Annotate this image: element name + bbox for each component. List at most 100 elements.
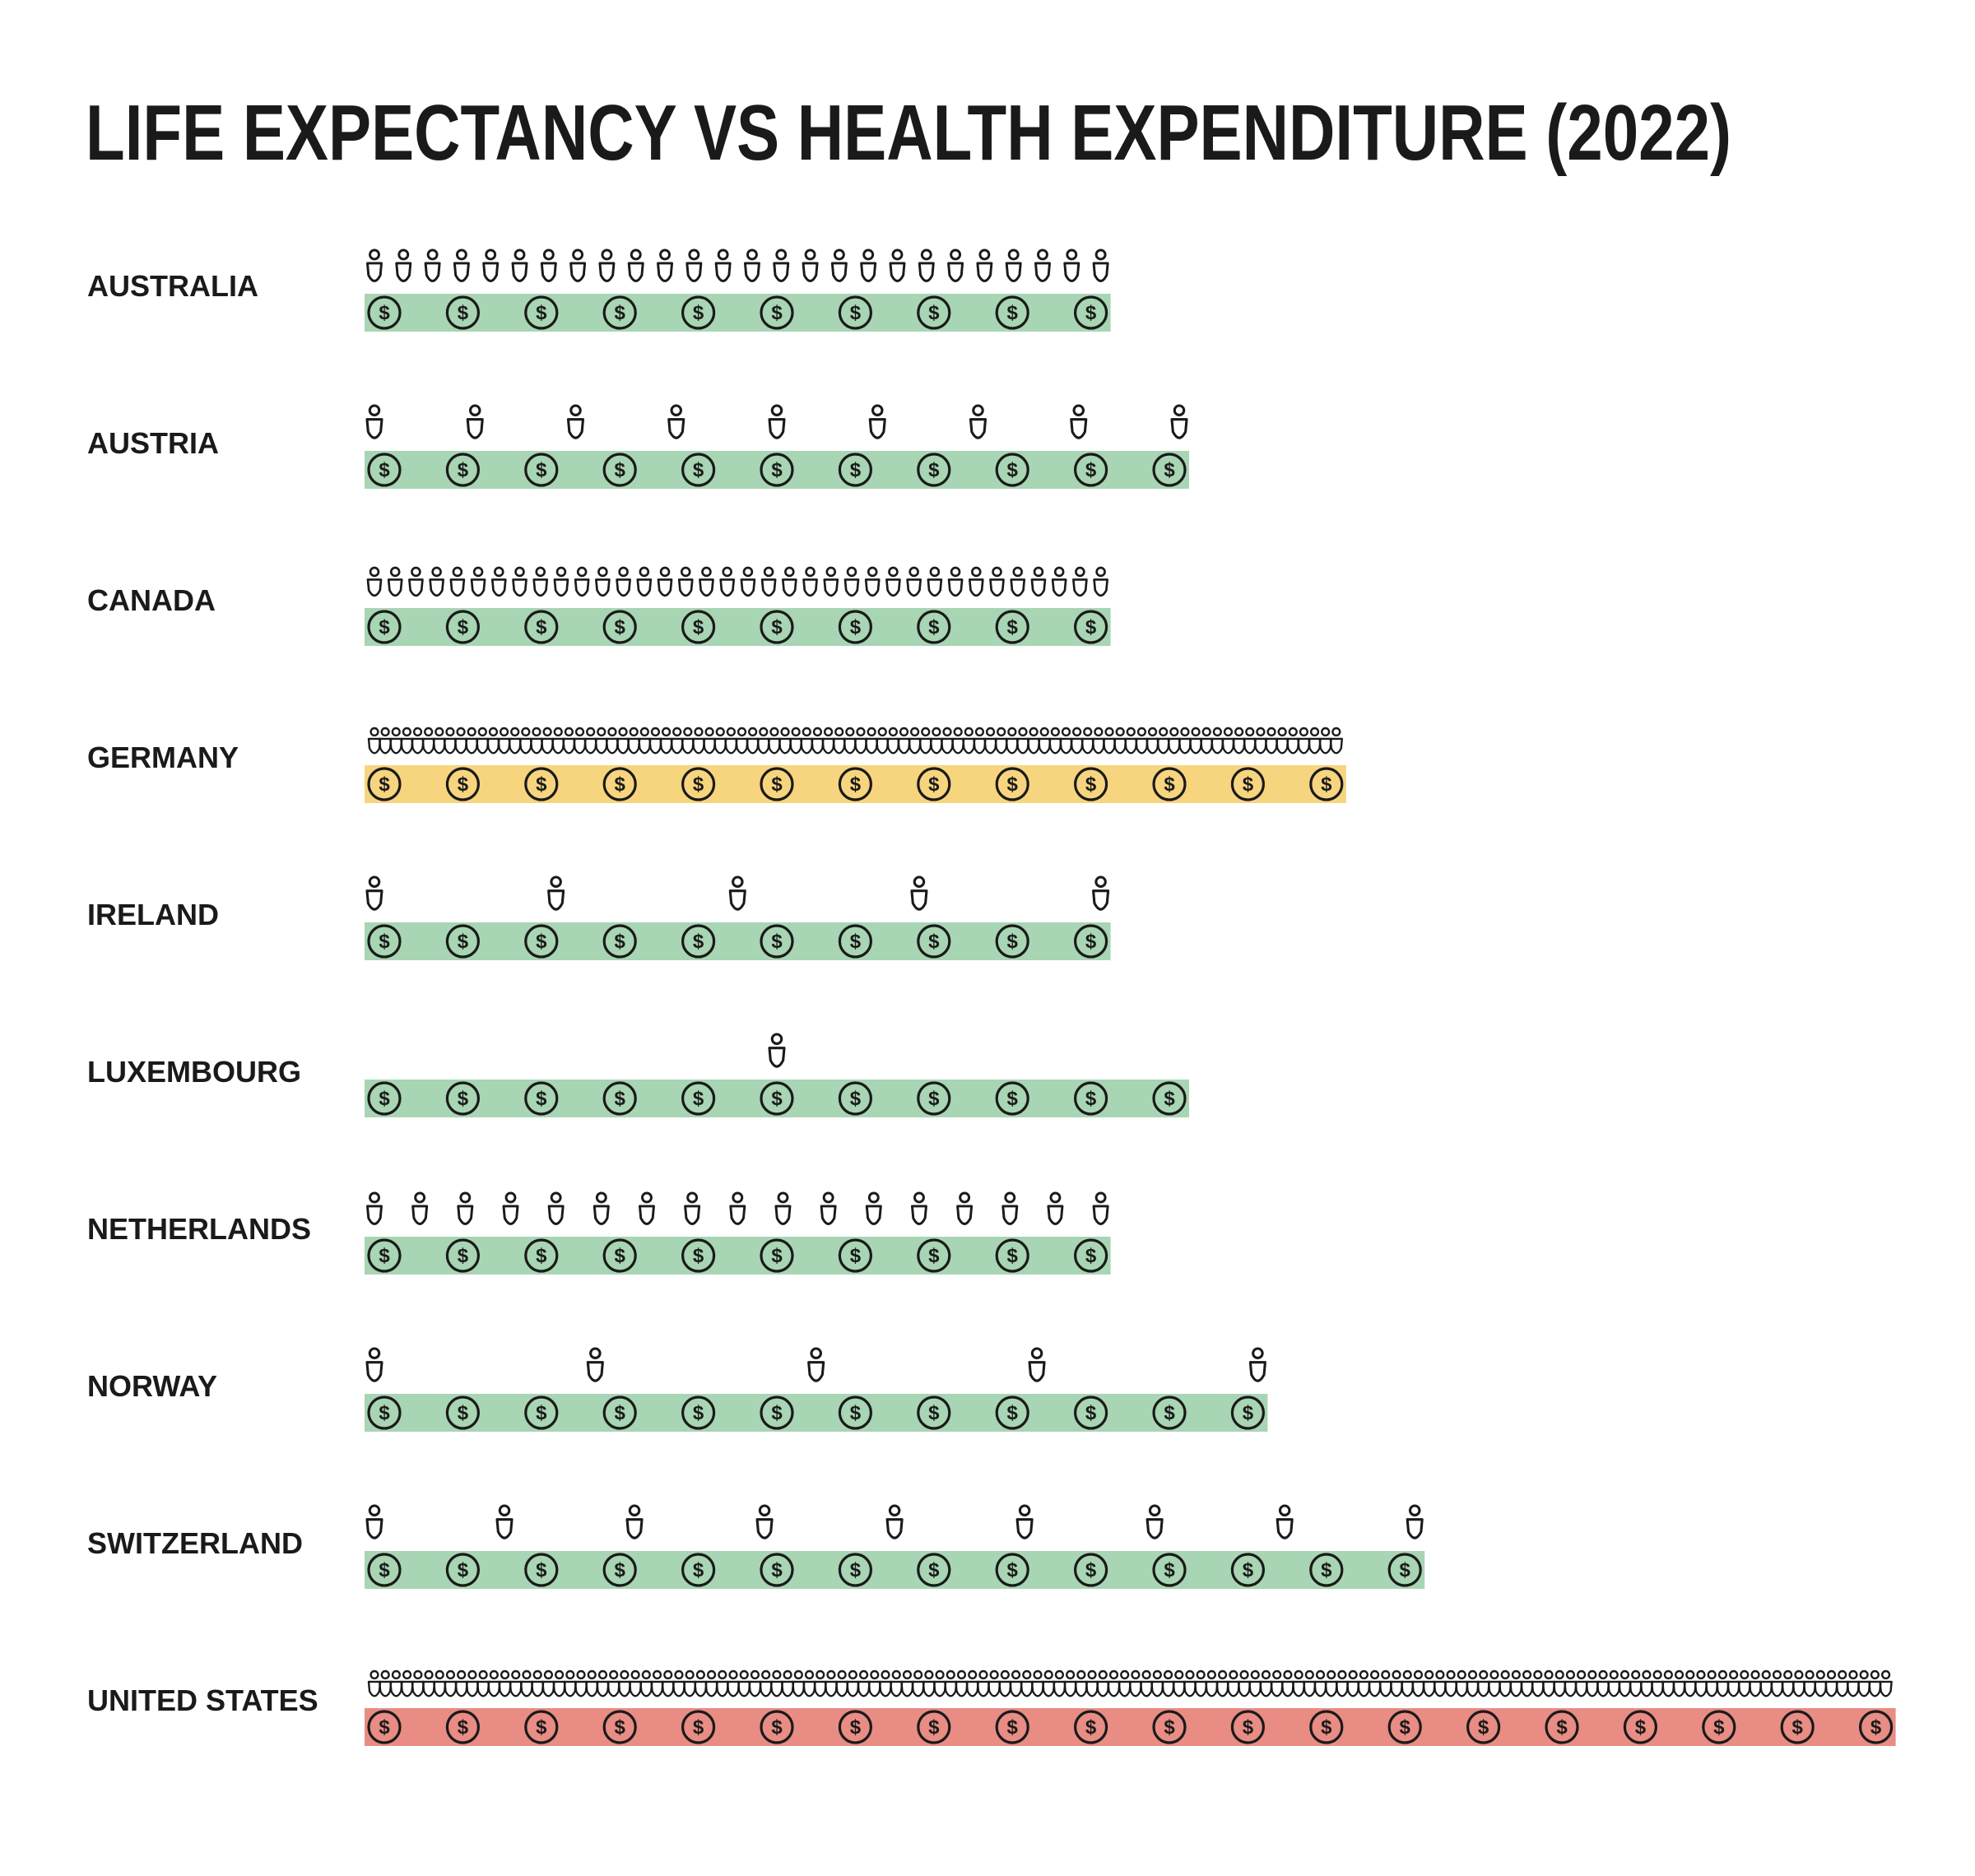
person-icon: [860, 248, 877, 282]
svg-text:$: $: [379, 616, 390, 638]
person-icon: [672, 1669, 686, 1697]
person-icon: [714, 248, 732, 282]
person-icon: [389, 727, 403, 755]
person-icon: [1802, 1669, 1817, 1697]
person-icon: [470, 566, 486, 597]
svg-text:$: $: [693, 459, 704, 481]
person-icon: [1178, 727, 1192, 755]
dollar-coin-icon: $: [1466, 1710, 1501, 1744]
person-icon: [1009, 1669, 1023, 1697]
person-icon: [365, 875, 383, 911]
person-icon: [864, 727, 879, 755]
person-icon: [735, 727, 749, 755]
person-icon: [1188, 727, 1203, 755]
dollar-coin-icon: $: [1230, 1395, 1266, 1430]
dollar-coin-icon: $: [838, 1553, 873, 1587]
person-icon: [947, 248, 964, 282]
person-icon: [606, 1669, 620, 1697]
person-icon: [1856, 1669, 1871, 1697]
dollar-coin-icon: $: [1073, 1710, 1108, 1744]
dollar-coin-icon: $: [681, 1710, 716, 1744]
person-icon: [502, 1191, 519, 1225]
person-icon: [944, 1669, 958, 1697]
svg-text:$: $: [1556, 1716, 1568, 1739]
svg-text:$: $: [771, 459, 783, 481]
person-icon: [541, 1669, 555, 1697]
person-icon: [911, 1669, 925, 1697]
person-icon: [929, 727, 944, 755]
svg-text:$: $: [928, 1402, 940, 1424]
person-icon: [1015, 727, 1030, 755]
person-icon: [595, 566, 611, 597]
person-icon: [574, 1669, 588, 1697]
svg-text:$: $: [1085, 1716, 1097, 1739]
person-icon: [1118, 1669, 1132, 1697]
dollar-coin-icon: $: [681, 610, 716, 644]
svg-text:$: $: [615, 616, 626, 638]
chart-row: NETHERLANDS $ $ $ $ $ $ $ $ $ $: [87, 1191, 1111, 1275]
person-icon: [1357, 1669, 1371, 1697]
dollar-coin-icon: $: [681, 1553, 716, 1587]
person-icon: [432, 727, 446, 755]
person-icon: [421, 1669, 436, 1697]
dollar-coin-icon: $: [1073, 295, 1108, 330]
person-icon: [778, 727, 792, 755]
svg-text:$: $: [928, 773, 940, 796]
svg-text:$: $: [379, 1402, 390, 1424]
dollar-coin-icon: $: [760, 295, 794, 330]
person-icon: [366, 566, 383, 597]
svg-text:$: $: [928, 302, 940, 324]
person-icon: [973, 727, 987, 755]
person-icon: [843, 566, 860, 597]
person-icon: [681, 727, 695, 755]
svg-text:$: $: [458, 1245, 469, 1267]
person-icon: [1172, 1669, 1186, 1697]
svg-text:$: $: [615, 1402, 626, 1424]
person-icon: [498, 1669, 512, 1697]
person-icon: [482, 248, 500, 282]
person-icon: [1093, 566, 1108, 597]
person-icon: [465, 727, 479, 755]
person-icon: [1221, 727, 1235, 755]
person-icon: [1030, 1669, 1045, 1697]
person-icon: [1072, 566, 1088, 597]
person-icon: [1092, 875, 1110, 911]
person-icon: [1042, 1669, 1056, 1697]
person-icon: [800, 727, 814, 755]
person-icon: [661, 1669, 675, 1697]
person-icon: [1716, 1669, 1730, 1697]
dollar-coin-icon: $: [838, 1395, 873, 1430]
dollar-coin-icon: $: [445, 1395, 481, 1430]
person-icon: [1193, 1669, 1208, 1697]
person-icon: [1345, 1669, 1360, 1697]
svg-text:$: $: [1243, 1402, 1254, 1424]
person-icon: [627, 248, 644, 282]
person-icon: [987, 1669, 1001, 1697]
person-icon: [792, 1669, 806, 1697]
person-icon: [918, 727, 932, 755]
svg-text:$: $: [1007, 302, 1019, 324]
person-icon: [1748, 1669, 1763, 1697]
svg-text:$: $: [771, 1088, 783, 1110]
person-icon: [1297, 727, 1311, 755]
person-icon: [659, 727, 673, 755]
person-icon: [834, 1669, 849, 1697]
dollar-coin-icon: $: [445, 1238, 481, 1273]
dollar-coin-icon: $: [1309, 1710, 1344, 1744]
person-icon: [768, 404, 786, 439]
dollar-coin-icon: $: [367, 767, 402, 801]
svg-text:$: $: [693, 1088, 704, 1110]
expenditure-bar: [365, 922, 1111, 960]
person-icon: [1085, 1669, 1099, 1697]
person-icon: [444, 1669, 458, 1697]
svg-text:$: $: [693, 773, 704, 796]
svg-text:$: $: [693, 1402, 704, 1424]
person-icon: [1335, 1669, 1350, 1697]
person-icon: [932, 1669, 947, 1697]
dollar-coin-icon: $: [1073, 1238, 1108, 1273]
dollar-coin-icon: $: [1152, 1710, 1187, 1744]
dollar-coin-icon: $: [1073, 1395, 1108, 1430]
row-label: LUXEMBOURG: [87, 1055, 301, 1089]
person-icon: [976, 248, 993, 282]
expenditure-bar: [365, 608, 1111, 646]
